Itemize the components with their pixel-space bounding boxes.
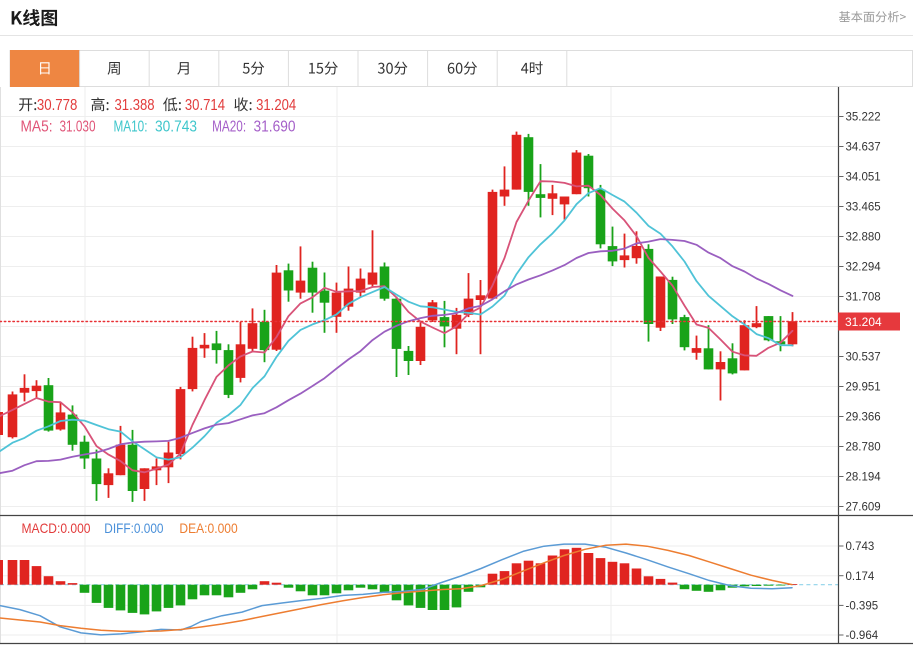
svg-text:34.051: 34.051	[846, 172, 881, 184]
svg-text:30.778: 30.778	[37, 97, 78, 114]
svg-text:MA10:: MA10:	[114, 119, 148, 136]
svg-text:32.880: 32.880	[846, 232, 881, 244]
svg-text:32.294: 32.294	[846, 262, 882, 274]
svg-text:31.388: 31.388	[115, 97, 155, 114]
svg-text:27.609: 27.609	[846, 502, 881, 514]
svg-text:29.951: 29.951	[846, 382, 881, 394]
svg-text:0.174: 0.174	[846, 571, 875, 583]
svg-text:0.743: 0.743	[846, 541, 875, 553]
svg-text:30.714: 30.714	[185, 97, 225, 114]
svg-text:MA5:: MA5:	[21, 119, 53, 136]
svg-text:31.204: 31.204	[256, 97, 296, 114]
svg-text:30.537: 30.537	[846, 352, 881, 364]
svg-text:28.194: 28.194	[846, 472, 882, 484]
svg-text:31.030: 31.030	[60, 119, 96, 136]
svg-text:31.690: 31.690	[254, 119, 296, 136]
svg-text:DIFF:0.000: DIFF:0.000	[104, 520, 163, 536]
svg-text:DEA:0.000: DEA:0.000	[179, 520, 237, 536]
svg-text:31.204: 31.204	[845, 315, 882, 329]
svg-text:-0.964: -0.964	[846, 630, 879, 642]
svg-text:29.366: 29.366	[846, 412, 881, 424]
svg-text:31.708: 31.708	[846, 292, 881, 304]
svg-text:33.465: 33.465	[846, 202, 881, 214]
svg-text:28.780: 28.780	[846, 442, 881, 454]
svg-text:35.222: 35.222	[846, 112, 881, 124]
svg-text:-0.395: -0.395	[846, 601, 879, 613]
svg-text:34.637: 34.637	[846, 142, 881, 154]
svg-text:MACD:0.000: MACD:0.000	[22, 520, 91, 536]
svg-text:30.743: 30.743	[155, 119, 197, 136]
svg-text:MA20:: MA20:	[212, 119, 246, 136]
